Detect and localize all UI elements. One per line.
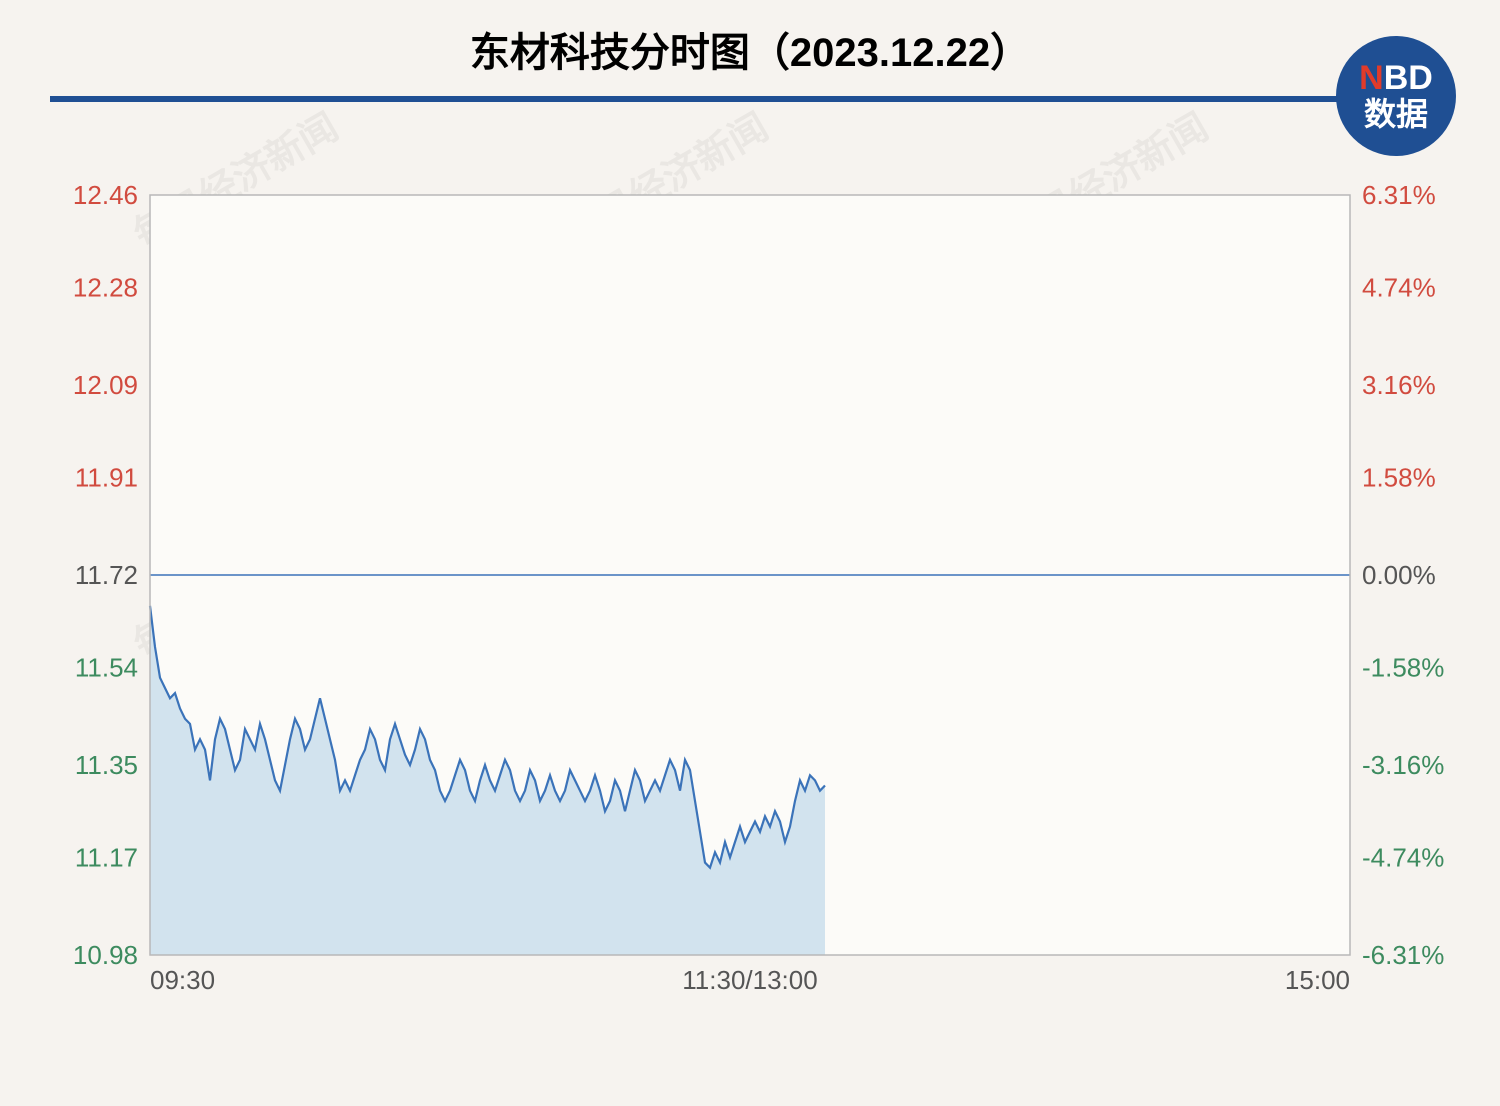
badge-line2: 数据 xyxy=(1364,97,1428,132)
badge-line1: NBD xyxy=(1359,60,1433,97)
y-right-tick: 4.74% xyxy=(1362,272,1436,302)
y-right-tick: -4.74% xyxy=(1362,842,1444,872)
y-left-tick: 12.46 xyxy=(73,180,138,210)
y-left-tick: 11.72 xyxy=(75,560,138,590)
y-right-tick: 1.58% xyxy=(1362,462,1436,492)
y-right-tick: 0.00% xyxy=(1362,560,1436,590)
y-right-tick: -1.58% xyxy=(1362,652,1444,682)
chart-title: 东材科技分时图（2023.12.22） xyxy=(50,20,1450,96)
y-right-tick: 3.16% xyxy=(1362,370,1436,400)
y-left-tick: 10.98 xyxy=(73,940,138,970)
x-tick: 15:00 xyxy=(1285,965,1350,995)
y-left-tick: 11.91 xyxy=(75,462,138,492)
chart-area: 12.46 12.28 12.09 11.91 11.72 11.54 11.35 11.17… xyxy=(50,180,1450,1066)
title-underline xyxy=(50,96,1450,102)
y-right-tick: 6.31% xyxy=(1362,180,1436,210)
header: 东材科技分时图（2023.12.22） xyxy=(50,20,1450,102)
y-left-tick: 11.54 xyxy=(75,652,138,682)
x-tick: 11:30/13:00 xyxy=(682,965,817,995)
source-badge: NBD 数据 xyxy=(1336,36,1456,156)
y-right-tick: -3.16% xyxy=(1362,750,1444,780)
intraday-chart: 12.46 12.28 12.09 11.91 11.72 11.54 11.35 11.17… xyxy=(50,180,1450,1066)
y-left-tick: 11.35 xyxy=(75,750,138,780)
x-tick: 09:30 xyxy=(150,965,215,995)
y-right-tick: -6.31% xyxy=(1362,940,1444,970)
y-left-tick: 12.28 xyxy=(73,272,138,302)
y-left-tick: 11.17 xyxy=(75,842,138,872)
y-left-tick: 12.09 xyxy=(73,370,138,400)
